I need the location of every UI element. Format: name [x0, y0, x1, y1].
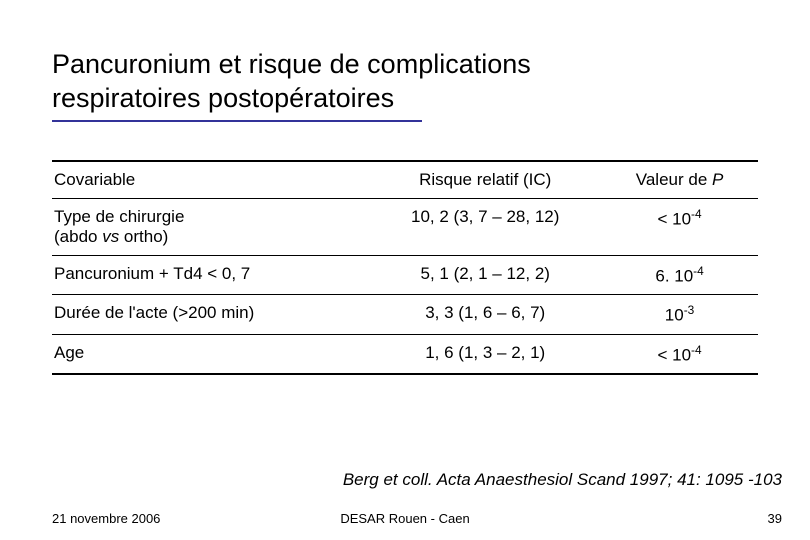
footer: 21 novembre 2006 DESAR Rouen - Caen 39: [0, 502, 810, 526]
cell-rr: 3, 3 (1, 6 – 6, 7): [369, 295, 609, 335]
covariable-table: Covariable Risque relatif (IC) Valeur de…: [52, 160, 758, 376]
cell-p: 10-3: [609, 295, 758, 335]
table-row: Age 1, 6 (1, 3 – 2, 1) < 10-4: [52, 334, 758, 374]
cell-p: 6. 10-4: [609, 255, 758, 295]
footer-center: DESAR Rouen - Caen: [0, 511, 810, 526]
title-line1: Pancuronium et risque de complications: [52, 49, 531, 79]
col-covariable: Covariable: [52, 161, 369, 199]
cell-rr: 5, 1 (2, 1 – 12, 2): [369, 255, 609, 295]
cell-rr: 1, 6 (1, 3 – 2, 1): [369, 334, 609, 374]
cell-p: < 10-4: [609, 198, 758, 255]
footer-page: 39: [768, 511, 782, 526]
col-rr: Risque relatif (IC): [369, 161, 609, 199]
title-line2: respiratoires postopératoires: [52, 83, 394, 113]
cell-rr: 10, 2 (3, 7 – 28, 12): [369, 198, 609, 255]
covariable-sub: (abdo vs ortho): [54, 227, 359, 247]
title-underline: [52, 120, 422, 122]
covariable-main: Type de chirurgie: [54, 207, 184, 226]
cell-covariable: Age: [52, 334, 369, 374]
slide-title: Pancuronium et risque de complications r…: [52, 48, 758, 132]
table-row: Durée de l'acte (>200 min) 3, 3 (1, 6 – …: [52, 295, 758, 335]
cell-covariable: Pancuronium + Td4 < 0, 7: [52, 255, 369, 295]
cell-p: < 10-4: [609, 334, 758, 374]
table-row: Pancuronium + Td4 < 0, 7 5, 1 (2, 1 – 12…: [52, 255, 758, 295]
slide: Pancuronium et risque de complications r…: [0, 0, 810, 540]
col-p: Valeur de P: [609, 161, 758, 199]
col-p-italic: P: [712, 170, 723, 189]
table-row: Type de chirurgie (abdo vs ortho) 10, 2 …: [52, 198, 758, 255]
col-p-prefix: Valeur de: [636, 170, 712, 189]
citation: Berg et coll. Acta Anaesthesiol Scand 19…: [343, 470, 782, 490]
cell-covariable: Type de chirurgie (abdo vs ortho): [52, 198, 369, 255]
table-header-row: Covariable Risque relatif (IC) Valeur de…: [52, 161, 758, 199]
cell-covariable: Durée de l'acte (>200 min): [52, 295, 369, 335]
